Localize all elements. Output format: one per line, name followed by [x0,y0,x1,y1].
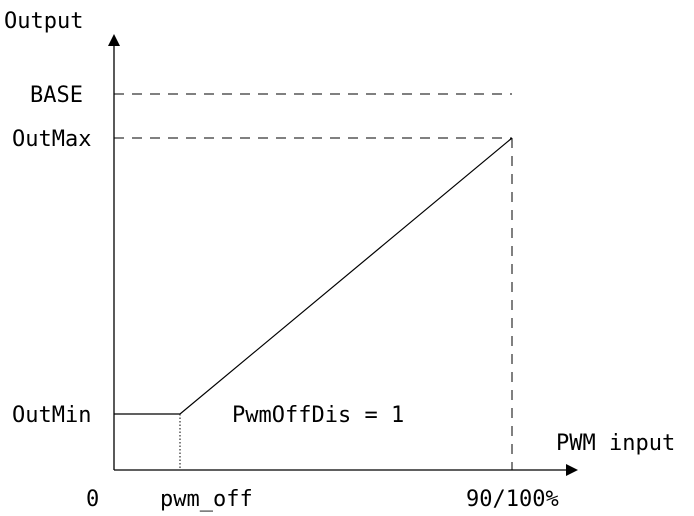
origin-label: 0 [86,487,99,512]
base-label: BASE [30,83,83,108]
outmin-label: OutMin [12,403,91,428]
full-scale-label: 90/100% [466,487,559,512]
outmax-label: OutMax [12,127,91,152]
x-axis-label: PWM input [556,431,675,456]
pwm-off-label: pwm_off [160,487,253,512]
y-axis-label: Output [4,9,83,34]
output-curve [114,137,513,415]
pwm-off-dis-annotation: PwmOffDis = 1 [232,403,404,428]
